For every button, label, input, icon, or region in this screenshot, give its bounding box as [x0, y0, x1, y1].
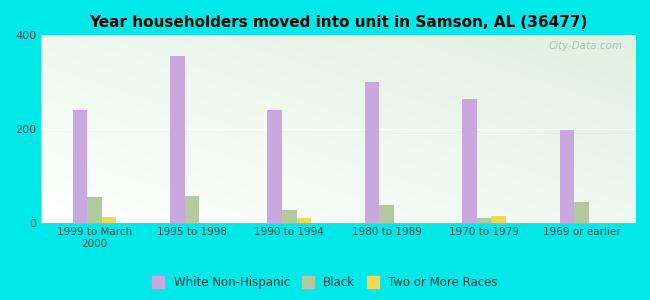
Text: City-Data.com: City-Data.com	[549, 41, 623, 51]
Bar	[560, 130, 574, 223]
Bar	[476, 218, 491, 223]
Bar	[296, 218, 311, 223]
Bar	[170, 56, 185, 223]
Title: Year householders moved into unit in Samson, AL (36477): Year householders moved into unit in Sam…	[89, 15, 587, 30]
Bar	[87, 197, 102, 223]
Bar	[574, 202, 589, 223]
Bar	[380, 205, 394, 223]
Bar	[102, 217, 116, 223]
Bar	[365, 82, 380, 223]
Bar	[73, 110, 87, 223]
Bar	[267, 110, 282, 223]
Bar	[185, 196, 200, 223]
Legend: White Non-Hispanic, Black, Two or More Races: White Non-Hispanic, Black, Two or More R…	[148, 272, 502, 294]
Bar	[462, 98, 476, 223]
Bar	[491, 215, 506, 223]
Bar	[282, 210, 296, 223]
